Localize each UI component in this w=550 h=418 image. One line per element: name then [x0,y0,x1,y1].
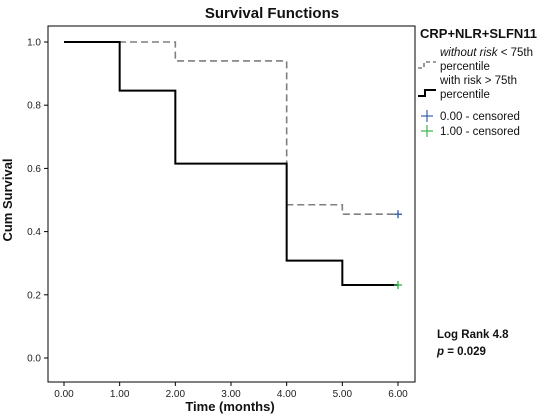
series-line-with-risk [64,41,398,287]
legend-label-text: 1.00 - censored [440,126,520,138]
p-value-text: p = 0.029 [436,346,486,358]
legend-entry: 0.00 - censored [421,110,520,123]
y-tick-label: 0.4 [27,227,41,238]
legend-entry: without risk < 75th percentile [418,47,533,73]
y-tick-label: 0.0 [27,354,41,365]
y-tick-label: 1.0 [27,38,41,49]
legend-swatch-solid [418,89,436,97]
x-axis: 0.00 1.00 2.00 3.00 4.00 5.00 6.00 [54,382,408,400]
chart-title: Survival Functions [205,5,339,22]
legend-label: without risk < 75th [440,47,533,59]
censor-marker [394,210,402,219]
x-tick-label: 5.00 [333,389,353,400]
plot-border [47,25,416,383]
legend-entry: with risk > 75th percentile [418,75,517,101]
plot-area [47,25,416,383]
x-axis-label: Time (months) [185,399,274,414]
x-tick-label: 3.00 [221,389,241,400]
legend-label: with risk > 75th [439,75,517,87]
legend-entry: 1.00 - censored [421,125,520,138]
y-tick-label: 0.2 [27,290,41,301]
y-tick-label: 0.6 [27,164,41,175]
legend-label-text: with risk > 75th [439,75,517,87]
legend-label-text: < 75th [498,47,534,59]
x-tick-label: 6.00 [388,389,408,400]
log-rank-text: Log Rank 4.8 [437,329,509,341]
p-value: = 0.029 [444,346,486,358]
legend-label-line2: percentile [440,61,490,73]
x-tick-label: 2.00 [166,389,186,400]
legend-label: 1.00 - censored [440,126,520,138]
legend-label: 0.00 - censored [440,111,520,123]
x-tick-label: 1.00 [110,389,130,400]
y-tick-label: 0.8 [27,101,41,112]
p-symbol: p [436,346,444,358]
x-tick-label: 4.00 [277,389,297,400]
x-tick-label: 0.00 [54,389,74,400]
y-axis: 0.0 0.2 0.4 0.6 0.8 1.0 [27,38,48,365]
censor-marker [394,281,402,290]
log-rank-annotation: Log Rank 4.8 p = 0.029 [436,329,509,358]
legend-title: CRP+NLR+SLFN11 [420,26,537,41]
legend-label-italic: without risk [440,47,499,59]
legend-label-text: 0.00 - censored [440,111,520,123]
legend: CRP+NLR+SLFN11 without risk < 75th percen… [418,26,537,138]
series-layer [64,41,398,287]
legend-swatch-dashed [418,61,436,69]
y-axis-label: Cum Survival [0,158,15,241]
censor-layer [394,210,402,290]
series-line-without-risk [64,41,398,216]
legend-label-line2: percentile [440,89,490,101]
